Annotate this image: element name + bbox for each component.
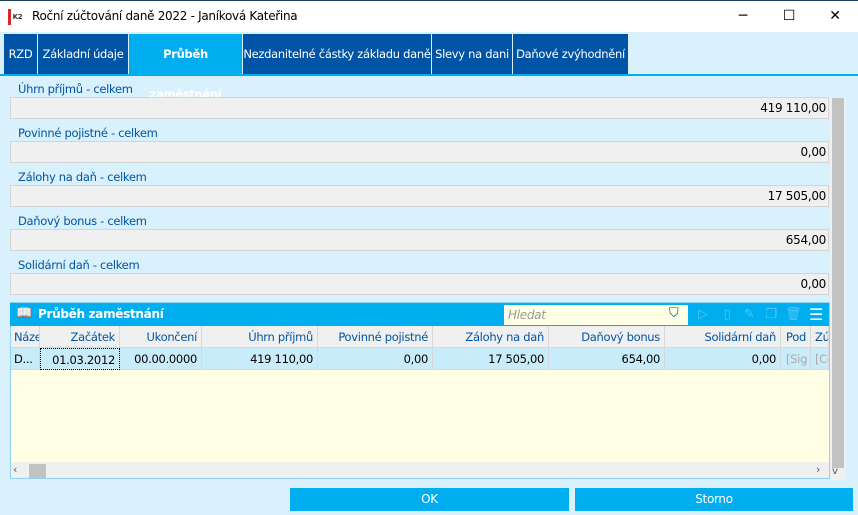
table-cell[interactable]: 0,00	[665, 348, 781, 370]
tab-rzd[interactable]: RZD	[4, 34, 37, 74]
title-bar: K2 Roční zúčtování daně 2022 - Janíková …	[0, 0, 858, 32]
column-header[interactable]: Solidární daň	[665, 326, 781, 348]
column-header[interactable]: Zálohy na daň	[433, 326, 549, 348]
uhrn-prijmu-label: Úhrn příjmů - celkem	[18, 82, 133, 96]
uhrn-prijmu-field[interactable]: 419 110,00	[10, 97, 829, 119]
column-header[interactable]: Pod	[781, 326, 811, 348]
tab-bar: RZD Základní údaje Průběh zaměstnání Nez…	[0, 32, 858, 101]
table-cell[interactable]: [Sig	[781, 348, 811, 370]
danovy-bonus-label: Daňový bonus - celkem	[18, 214, 147, 228]
povinne-pojistne-label: Povinné pojistné - celkem	[18, 126, 158, 140]
table-cell[interactable]: 01.03.2012	[40, 348, 120, 370]
tab-slevy-na-dani[interactable]: Slevy na dani	[432, 34, 512, 74]
copy-icon[interactable]: ❐	[765, 307, 777, 322]
column-header[interactable]: Povinné pojistné	[318, 326, 433, 348]
ok-button[interactable]: OK	[290, 488, 569, 511]
storno-button[interactable]: Storno	[575, 488, 853, 511]
maximize-button[interactable]: ☐	[782, 8, 796, 24]
table-cell[interactable]: 17 505,00	[433, 348, 549, 370]
zalohy-label: Zálohy na daň - celkem	[18, 170, 147, 184]
column-header[interactable]: Začátek	[40, 326, 120, 348]
solidarni-dan-label: Solidární daň - celkem	[18, 258, 140, 272]
column-header[interactable]: Daňový bonus	[549, 326, 665, 348]
table-cell[interactable]: 654,00	[549, 348, 665, 370]
scrollbar-thumb[interactable]	[832, 98, 844, 468]
solidarni-dan-field[interactable]: 0,00	[10, 273, 829, 295]
window-title: Roční zúčtování daně 2022 - Janíková Kat…	[32, 9, 298, 23]
new-document-icon[interactable]: ▯	[723, 307, 731, 322]
delete-icon[interactable]: 🗑	[784, 307, 802, 322]
tab-danove-zvyhodneni[interactable]: Daňové zvýhodnění	[513, 34, 628, 74]
scroll-down-icon[interactable]: v	[832, 466, 838, 477]
horizontal-scrollbar[interactable]	[11, 462, 829, 478]
tab-nezdanitelne-castky[interactable]: Nezdanitelné částky základu daně	[243, 34, 431, 74]
scroll-left-icon[interactable]: ‹	[13, 463, 18, 476]
book-icon: 📖	[16, 306, 32, 321]
edit-icon[interactable]: ✎	[743, 307, 755, 322]
povinne-pojistne-field[interactable]: 0,00	[10, 141, 829, 163]
tab-zakladni-udaje[interactable]: Základní údaje	[38, 34, 128, 74]
zalohy-field[interactable]: 17 505,00	[10, 185, 829, 207]
danovy-bonus-field[interactable]: 654,00	[10, 229, 829, 251]
table-cell[interactable]: [Co	[811, 348, 829, 370]
menu-icon[interactable]: ☰	[808, 305, 824, 324]
filter-icon[interactable]: ⛉	[669, 306, 679, 321]
table-cell[interactable]: 00.00.0000	[120, 348, 202, 370]
column-header[interactable]: Náze	[11, 326, 40, 348]
horizontal-scroll-thumb[interactable]	[29, 464, 46, 478]
app-logo-icon: K2	[8, 9, 24, 25]
table-cell[interactable]: 0,00	[318, 348, 433, 370]
play-icon[interactable]: ▷	[698, 307, 708, 322]
tab-prubeh-zamestnani[interactable]: Průběh zaměstnání	[129, 34, 242, 101]
grid-title: Průběh zaměstnání	[38, 307, 164, 321]
scroll-right-icon[interactable]: ›	[816, 463, 821, 476]
tab-underline	[0, 74, 858, 76]
column-header[interactable]: Úhrn příjmů	[202, 326, 318, 348]
table-cell[interactable]: D...	[11, 348, 40, 370]
search-input[interactable]: Hledat	[504, 305, 688, 325]
table-cell[interactable]: 419 110,00	[202, 348, 318, 370]
column-header[interactable]: Zú	[811, 326, 829, 348]
close-button[interactable]: ✕	[829, 8, 841, 24]
minimize-button[interactable]: ─	[738, 8, 748, 24]
column-header[interactable]: Ukončení	[120, 326, 202, 348]
